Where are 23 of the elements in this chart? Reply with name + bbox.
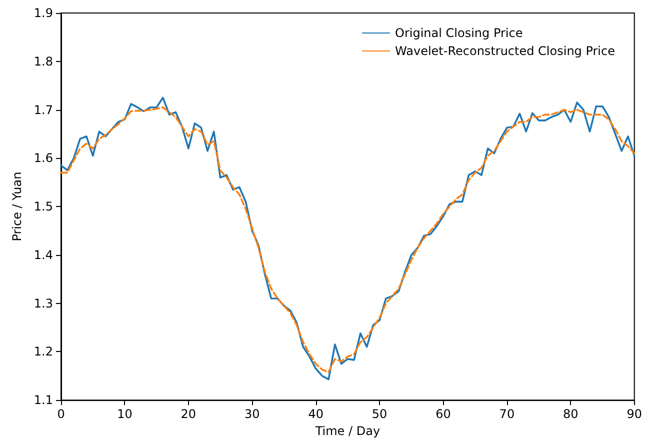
y-tick-label: 1.2 — [34, 344, 53, 359]
x-tick-label: 20 — [180, 407, 196, 422]
x-axis-title: Time / Day — [314, 424, 380, 438]
x-tick-label: 60 — [436, 407, 451, 422]
x-tick-label: 90 — [626, 407, 642, 422]
legend-label: Original Closing Price — [395, 26, 523, 40]
y-tick-label: 1.5 — [34, 200, 53, 214]
y-tick-label: 1.8 — [34, 54, 53, 68]
x-tick-label: 0 — [57, 407, 65, 422]
y-tick-label: 1.4 — [34, 248, 53, 262]
y-tick-label: 1.3 — [34, 296, 53, 310]
x-tick-label: 50 — [372, 407, 388, 422]
x-tick-label: 70 — [499, 407, 515, 422]
x-tick-label: 10 — [117, 407, 132, 422]
y-tick-label: 1.1 — [34, 393, 53, 408]
y-tick-label: 1.7 — [34, 102, 53, 117]
x-tick-label: 30 — [244, 407, 260, 422]
legend-label: Wavelet-Reconstructed Closing Price — [395, 44, 616, 58]
x-tick-label: 80 — [563, 407, 578, 422]
x-tick-label: 40 — [308, 407, 324, 422]
y-tick-label: 1.9 — [34, 6, 53, 20]
y-tick-label: 1.6 — [34, 151, 53, 166]
y-axis-title: Price / Yuan — [10, 172, 24, 242]
